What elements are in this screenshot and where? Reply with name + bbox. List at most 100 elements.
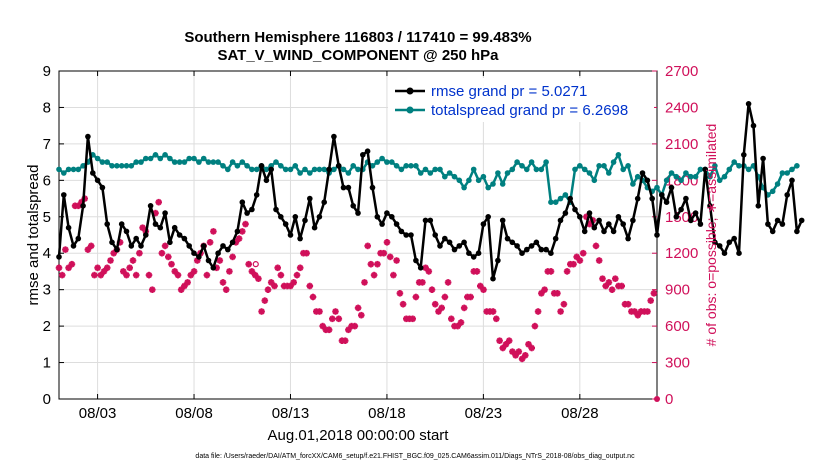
rmse-point: [61, 192, 67, 198]
obs-point: [87, 242, 95, 250]
obs-point: [103, 264, 111, 272]
y-tick-label: 3: [43, 282, 51, 299]
spread-point: [369, 163, 376, 169]
y-right-tick-label: 600: [665, 318, 690, 335]
chart-title: Southern Hemisphere 116803 / 117410 = 99…: [184, 29, 531, 46]
rmse-point: [499, 217, 506, 224]
rmse-point: [620, 221, 626, 227]
obs-point: [592, 242, 600, 250]
rmse-point: [340, 184, 347, 191]
spread-point: [794, 163, 800, 169]
spread-point: [210, 159, 217, 165]
spread-point: [220, 163, 226, 169]
rmse-point: [152, 221, 159, 227]
spread-point: [432, 166, 439, 173]
obs-point: [293, 271, 301, 279]
obs-point: [383, 239, 391, 246]
spread-point: [229, 159, 236, 165]
rmse-point: [784, 192, 790, 198]
obs-point: [274, 264, 282, 272]
rmse-point: [422, 217, 429, 224]
obs-point: [386, 253, 394, 261]
obs-point: [255, 275, 262, 283]
obs-point: [210, 228, 217, 235]
spread-point: [239, 159, 246, 165]
y-tick-label: 8: [43, 99, 51, 116]
spread-point: [109, 163, 115, 169]
obs-point: [631, 308, 638, 315]
rmse-point: [196, 254, 202, 260]
spread-point: [577, 163, 583, 169]
rmse-point: [606, 221, 612, 227]
rmse-point: [683, 195, 689, 202]
obs-point: [328, 315, 336, 323]
spread-point: [634, 173, 641, 180]
obs-point: [303, 249, 310, 257]
obs-point: [547, 268, 555, 275]
obs-point: [447, 315, 455, 323]
spread-point: [591, 177, 598, 184]
spread-point: [736, 163, 742, 169]
spread-point: [186, 155, 192, 162]
obs-point: [306, 282, 314, 290]
rmse-point: [326, 166, 332, 173]
rmse-point: [596, 217, 602, 224]
rmse-point: [109, 239, 115, 246]
spread-point: [485, 184, 492, 191]
rmse-point: [379, 221, 385, 227]
spread-point: [538, 166, 545, 173]
spread-point: [56, 166, 62, 173]
rmse-point: [70, 243, 77, 249]
obs-point: [624, 300, 632, 308]
spread-point: [461, 184, 467, 191]
rmse-point: [133, 235, 139, 242]
rmse-point: [524, 246, 530, 253]
rmse-point: [85, 133, 91, 140]
obs-point: [165, 253, 172, 261]
rmse-point: [586, 210, 593, 216]
obs-point: [396, 289, 404, 297]
rmse-point: [736, 250, 742, 256]
rmse-point: [610, 228, 617, 235]
rmse-point: [128, 243, 135, 249]
obs-point: [460, 304, 468, 312]
rmse-point: [760, 155, 766, 162]
spread-point: [630, 181, 636, 187]
rmse-point: [147, 203, 154, 209]
rmse-point: [644, 177, 651, 184]
spread-point: [615, 152, 622, 158]
rmse-point: [741, 152, 747, 158]
spread-point: [543, 159, 549, 165]
rmse-point: [413, 257, 419, 264]
obs-point: [505, 337, 513, 345]
spread-point: [282, 166, 289, 173]
spread-point: [244, 163, 250, 169]
rmse-point: [80, 203, 86, 209]
obs-point: [158, 249, 166, 257]
rmse-point: [528, 243, 535, 249]
spread-point: [745, 166, 752, 173]
y-right-ticks: 0300600900120015001800210024002700: [652, 63, 698, 408]
obs-point: [380, 249, 388, 257]
obs-point: [480, 286, 487, 294]
spread-point: [162, 152, 168, 158]
spread-point: [712, 163, 718, 169]
y-right-tick-label: 1200: [665, 245, 698, 262]
spread-point: [273, 159, 279, 165]
spread-point: [789, 166, 795, 173]
spread-point: [446, 170, 453, 176]
spread-point: [480, 173, 487, 180]
obs-point: [534, 308, 542, 315]
legend-spread-marker: [406, 106, 414, 114]
obs-point: [325, 326, 333, 334]
obs-possible-point: [252, 261, 259, 268]
spread-point: [774, 181, 781, 187]
spread-point: [321, 166, 328, 173]
rmse-point: [374, 214, 381, 220]
spread-point: [557, 195, 564, 202]
y-right-tick-label: 2100: [665, 136, 698, 153]
rmse-point: [171, 224, 178, 231]
rmse-point: [562, 210, 569, 216]
rmse-point: [307, 195, 313, 202]
obs-point: [521, 351, 529, 359]
